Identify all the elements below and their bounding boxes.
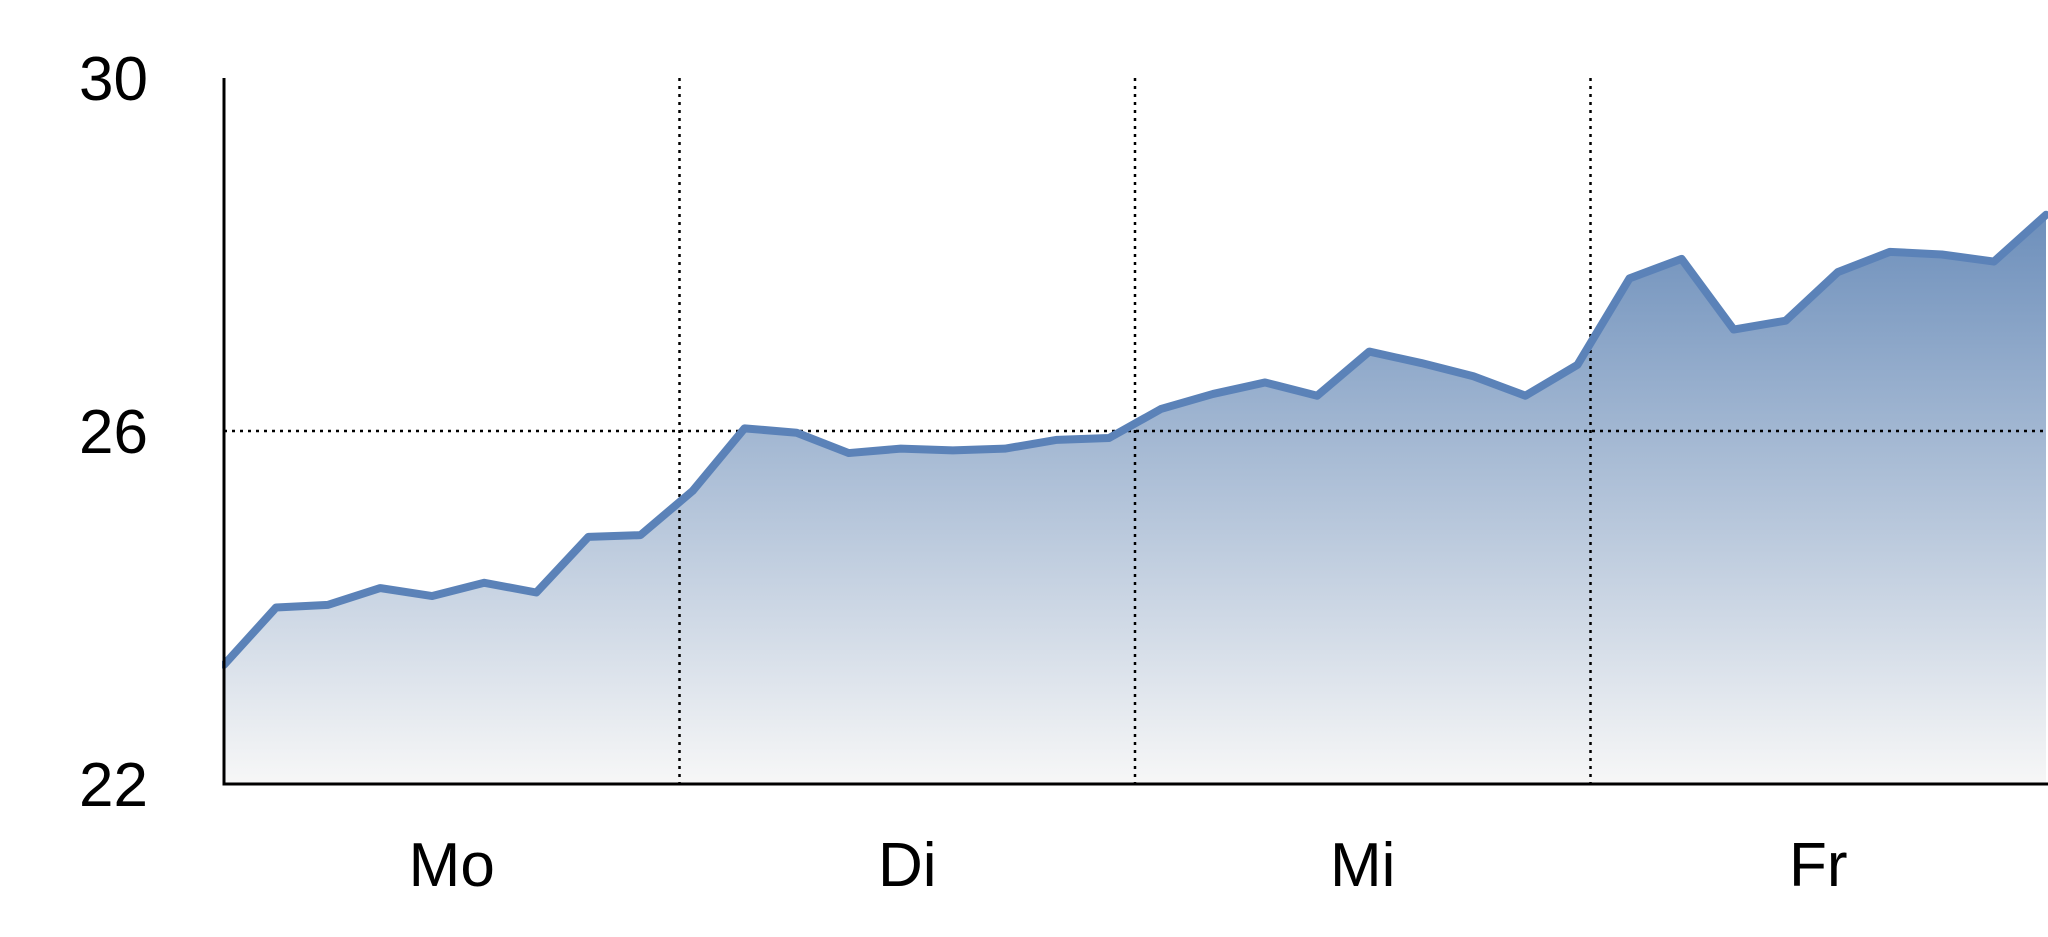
series-line [222,210,2048,669]
y-tick-label: 30 [79,45,148,114]
x-tick-label: Di [878,831,937,900]
y-tick-label: 26 [79,398,148,467]
x-tick-label: Mi [1330,831,1395,900]
series-area-fill [224,214,2046,785]
y-tick-label: 22 [79,751,148,820]
x-tick-label: Mo [409,831,495,900]
x-tick-label: Fr [1789,831,1848,900]
